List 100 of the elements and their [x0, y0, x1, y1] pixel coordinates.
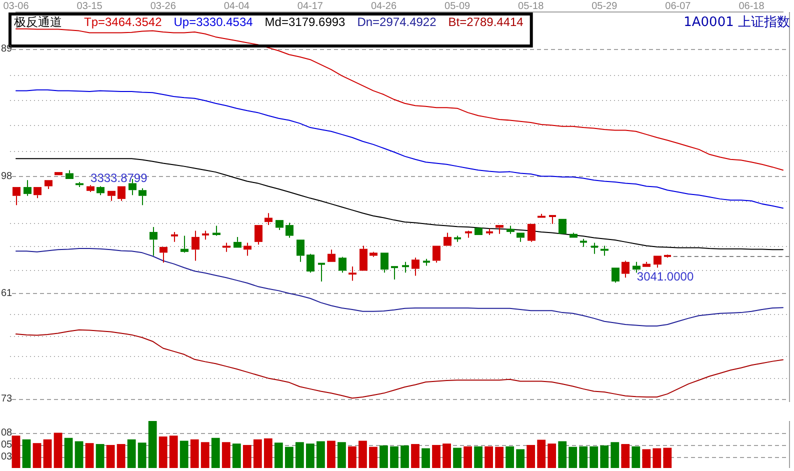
bar: [380, 445, 388, 468]
bar: [390, 446, 398, 468]
candlestick: [590, 242, 599, 254]
candlestick: [317, 262, 326, 282]
candlestick: [548, 215, 557, 224]
bar: [411, 444, 420, 468]
chart-title: 极反通道: [13, 15, 62, 29]
candlestick: [150, 226, 158, 256]
candlestick: [12, 187, 20, 206]
bar: [369, 446, 378, 468]
candlestick: [244, 242, 252, 256]
bar: [12, 436, 20, 468]
candlestick: [170, 231, 179, 242]
bar: [316, 441, 325, 468]
bar: [358, 440, 367, 468]
bar: [432, 444, 440, 468]
bar: [232, 444, 241, 468]
candlestick: [380, 252, 388, 274]
annotation: 08: [1, 428, 13, 438]
bar: [274, 442, 283, 468]
candlestick: [276, 220, 284, 231]
bar: [621, 444, 630, 468]
bar: [642, 449, 651, 468]
candlestick: [254, 225, 262, 246]
candlestick: [286, 222, 294, 238]
candlestick: [76, 182, 84, 188]
bar: [74, 441, 84, 468]
candlestick: [348, 266, 356, 282]
annotation: 3041.0000: [636, 270, 694, 284]
bar: [327, 440, 336, 468]
candlestick: [44, 180, 52, 190]
annotation: 03: [1, 451, 13, 462]
candlestick: [34, 187, 42, 199]
bar: [85, 443, 94, 468]
candlestick: [138, 188, 146, 206]
candlestick: [86, 184, 94, 193]
series-label: Tp=3464.3542: [84, 15, 162, 29]
bar: [116, 444, 126, 468]
bar: [442, 444, 451, 468]
candlestick: [96, 186, 104, 196]
x-tick-label: 04-04: [224, 0, 250, 12]
annotation: 98: [1, 171, 13, 182]
bar: [495, 446, 504, 468]
bar: [222, 442, 230, 468]
candlestick: [432, 246, 440, 264]
bar: [22, 439, 31, 468]
candlestick: [496, 225, 504, 234]
x-tick-label: 06-07: [665, 0, 692, 12]
bar: [54, 432, 62, 468]
x-tick-label: 05-18: [518, 0, 544, 12]
bar: [180, 440, 188, 468]
annotation: 05: [1, 440, 13, 451]
x-tick-label: 05-29: [592, 0, 618, 12]
bar: [663, 448, 672, 468]
bar: [169, 436, 178, 468]
text: Bt=2789.4414: [448, 15, 524, 29]
bar: [96, 444, 104, 468]
candlestick: [600, 245, 608, 256]
candlestick: [338, 256, 346, 274]
candlestick: [444, 232, 452, 246]
bar: [242, 444, 252, 468]
candlestick: [390, 266, 399, 280]
bar: [148, 421, 157, 468]
candlestick: [180, 235, 188, 254]
bar: [568, 446, 578, 468]
bar: [295, 442, 304, 468]
x-tick-label: 04-17: [297, 0, 324, 12]
bar: [579, 446, 588, 468]
candlestick: [654, 256, 662, 268]
bar: [474, 446, 483, 468]
bar: [453, 448, 462, 468]
text: Md=3179.6993: [264, 15, 346, 29]
candlestick: [516, 232, 524, 242]
candlestick: [506, 225, 514, 234]
bar: [464, 446, 472, 468]
bar: [306, 444, 314, 468]
candlestick: [24, 180, 32, 196]
bar: [548, 444, 556, 468]
bar: [211, 438, 220, 468]
text: Dn=2974.4922: [357, 15, 437, 29]
candlestick: [118, 186, 126, 202]
candlestick: [412, 257, 420, 276]
bar: [138, 442, 146, 468]
bar: [32, 443, 42, 468]
bar: [422, 448, 430, 468]
bar: [64, 438, 73, 468]
candlestick: [108, 190, 116, 202]
candlestick: [360, 245, 368, 271]
bar: [558, 441, 567, 468]
bar: [610, 442, 620, 468]
bar: [516, 449, 525, 468]
bar: [127, 439, 136, 468]
annotation: 89: [1, 44, 13, 55]
bar: [106, 444, 115, 468]
candlestick: [622, 260, 630, 278]
bar: [253, 439, 262, 468]
annotation: 61: [1, 288, 13, 300]
bar: [338, 442, 346, 468]
bar: [632, 446, 640, 468]
candlestick: [264, 212, 272, 226]
